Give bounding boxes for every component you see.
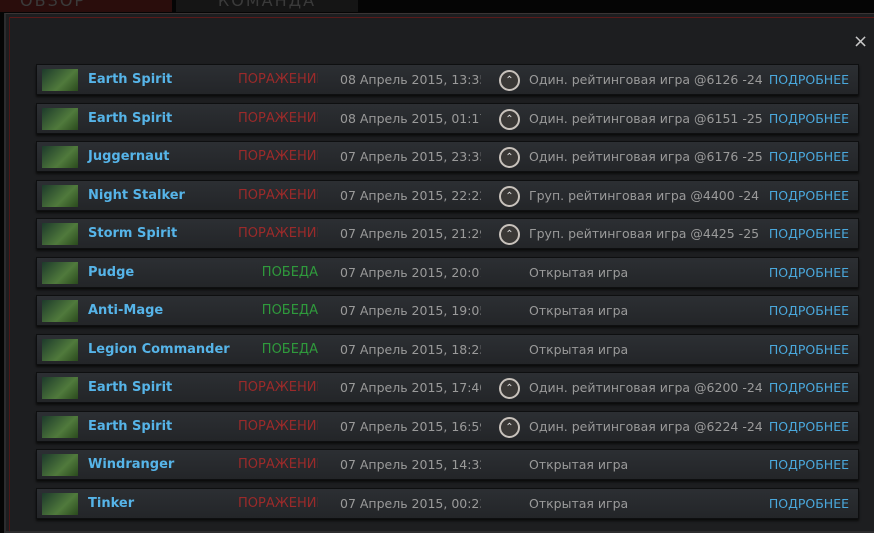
ranked-icon: ⌃: [499, 185, 520, 207]
hero-name: Juggernaut: [88, 149, 170, 164]
match-row[interactable]: Earth Spirit ПОРАЖЕНИЕ 08 Апрель 2015, 0…: [36, 102, 859, 134]
hero-portrait: [42, 454, 78, 476]
match-result: ПОРАЖЕНИЕ: [238, 226, 318, 241]
hero-portrait: [42, 261, 78, 284]
match-row[interactable]: Earth Spirit ПОРАЖЕНИЕ 08 Апрель 2015, 1…: [36, 64, 859, 95]
hero-portrait: [42, 223, 78, 245]
game-mode: Один. рейтинговая игра @6151 -25: [529, 110, 763, 126]
match-result: ПОРАЖЕНИЕ: [238, 418, 318, 434]
match-row[interactable]: Windranger ПОРАЖЕНИЕ 07 Апрель 2015, 14:…: [36, 449, 859, 480]
match-date: 07 Апрель 2015, 17:40:5: [340, 380, 481, 395]
hero-portrait: [42, 300, 78, 322]
details-link[interactable]: ПОДРОБНЕЕ: [768, 418, 849, 434]
tab-profile-overview[interactable]: ОБЗОР ПРОФИЛЯ: [0, 0, 172, 12]
game-mode: Открытая игра: [529, 341, 629, 357]
hero-name: Tinker: [88, 495, 135, 511]
match-result: ПОРАЖЕНИЕ: [238, 457, 318, 472]
ranked-icon: ⌃: [499, 378, 520, 399]
game-mode: Один. рейтинговая игра @6224 -24: [529, 418, 763, 434]
game-mode: Открытая игра: [529, 264, 629, 280]
match-row[interactable]: Night Stalker ПОРАЖЕНИЕ 07 Апрель 2015, …: [36, 179, 859, 211]
details-link[interactable]: ПОДРОБНЕЕ: [768, 457, 849, 472]
hero-name: Earth Spirit: [88, 380, 173, 395]
ranked-icon: ⌃: [499, 70, 520, 91]
details-link[interactable]: ПОДРОБНЕЕ: [768, 149, 849, 164]
hero-portrait: [42, 415, 78, 438]
hero-portrait: [42, 69, 78, 91]
match-row[interactable]: Earth Spirit ПОРАЖЕНИЕ 07 Апрель 2015, 1…: [36, 372, 859, 403]
game-mode: Груп. рейтинговая игра @4400 -24: [529, 187, 760, 203]
details-link[interactable]: ПОДРОБНЕЕ: [768, 495, 849, 511]
match-result: ПОРАЖЕНИЕ: [238, 380, 318, 395]
match-date: 07 Апрель 2015, 00:23:3: [340, 495, 481, 511]
match-result: ПОРАЖЕНИЕ: [238, 149, 318, 164]
match-row[interactable]: Juggernaut ПОРАЖЕНИЕ 07 Апрель 2015, 23:…: [36, 141, 859, 172]
match-date: 07 Апрель 2015, 19:05:3: [340, 303, 481, 318]
match-date: 08 Апрель 2015, 01:17:3: [340, 110, 481, 126]
match-result: ПОРАЖЕНИЕ: [238, 72, 318, 87]
details-link[interactable]: ПОДРОБНЕЕ: [768, 110, 849, 126]
match-result: ПОРАЖЕНИЕ: [238, 187, 318, 203]
details-link[interactable]: ПОДРОБНЕЕ: [768, 226, 849, 241]
details-link[interactable]: ПОДРОБНЕЕ: [768, 264, 849, 280]
match-date: 08 Апрель 2015, 13:35:5: [340, 72, 481, 87]
details-link[interactable]: ПОДРОБНЕЕ: [768, 341, 849, 357]
hero-name: Earth Spirit: [88, 418, 173, 434]
game-mode: Груп. рейтинговая игра @4425 -25: [529, 226, 760, 241]
ranked-icon: ⌃: [499, 416, 520, 438]
match-row[interactable]: Pudge ПОБЕДА 07 Апрель 2015, 20:01:3 Отк…: [36, 256, 859, 288]
match-date: 07 Апрель 2015, 22:22:4: [340, 187, 481, 203]
game-mode: Открытая игра: [529, 457, 629, 472]
details-link[interactable]: ПОДРОБНЕЕ: [768, 303, 849, 318]
details-link[interactable]: ПОДРОБНЕЕ: [768, 187, 849, 203]
close-icon[interactable]: ×: [853, 31, 869, 52]
match-result: ПОБЕДА: [261, 264, 318, 280]
match-date: 07 Апрель 2015, 18:25:1: [340, 341, 481, 357]
hero-portrait: [42, 146, 78, 168]
hero-portrait: [42, 377, 78, 399]
match-date: 07 Апрель 2015, 14:32:1: [340, 457, 481, 472]
match-result: ПОРАЖЕНИЕ: [238, 495, 318, 511]
ranked-icon: ⌃: [499, 147, 520, 168]
match-date: 07 Апрель 2015, 16:59:1: [340, 418, 481, 434]
game-mode: Один. рейтинговая игра @6126 -24: [529, 72, 763, 87]
hero-name: Anti-Mage: [88, 303, 164, 318]
match-result: ПОБЕДА: [261, 341, 318, 357]
match-row[interactable]: Storm Spirit ПОРАЖЕНИЕ 07 Апрель 2015, 2…: [36, 218, 859, 249]
details-link[interactable]: ПОДРОБНЕЕ: [768, 380, 849, 395]
match-date: 07 Апрель 2015, 21:29:2: [340, 226, 481, 241]
hero-name: Windranger: [88, 457, 175, 472]
top-tabs: ОБЗОР ПРОФИЛЯ КОМАНДА: [0, 0, 874, 12]
ranked-icon: ⌃: [499, 108, 520, 130]
match-date: 07 Апрель 2015, 23:35:5: [340, 149, 481, 164]
game-mode: Открытая игра: [529, 303, 629, 318]
game-mode: Открытая игра: [529, 495, 629, 511]
ranked-icon: ⌃: [499, 224, 520, 245]
match-result: ПОБЕДА: [261, 303, 318, 318]
match-result: ПОРАЖЕНИЕ: [238, 110, 318, 126]
hero-name: Storm Spirit: [88, 226, 178, 241]
hero-portrait: [42, 184, 78, 207]
game-mode: Один. рейтинговая игра @6176 -25: [529, 149, 763, 164]
match-date: 07 Апрель 2015, 20:01:3: [340, 264, 481, 280]
hero-name: Earth Spirit: [88, 110, 173, 126]
hero-name: Pudge: [88, 264, 135, 280]
hero-portrait: [42, 338, 78, 361]
match-row[interactable]: Legion Commander ПОБЕДА 07 Апрель 2015, …: [36, 333, 859, 365]
hero-name: Earth Spirit: [88, 72, 173, 87]
details-link[interactable]: ПОДРОБНЕЕ: [768, 72, 849, 87]
hero-name: Night Stalker: [88, 187, 185, 203]
match-row[interactable]: Tinker ПОРАЖЕНИЕ 07 Апрель 2015, 00:23:3…: [36, 487, 859, 519]
match-row[interactable]: Earth Spirit ПОРАЖЕНИЕ 07 Апрель 2015, 1…: [36, 410, 859, 442]
game-mode: Один. рейтинговая игра @6200 -24: [529, 380, 763, 395]
hero-portrait: [42, 107, 78, 130]
match-row[interactable]: Anti-Mage ПОБЕДА 07 Апрель 2015, 19:05:3…: [36, 295, 859, 326]
hero-name: Legion Commander: [88, 341, 230, 357]
hero-portrait: [42, 492, 78, 515]
tab-team[interactable]: КОМАНДА: [176, 0, 358, 12]
